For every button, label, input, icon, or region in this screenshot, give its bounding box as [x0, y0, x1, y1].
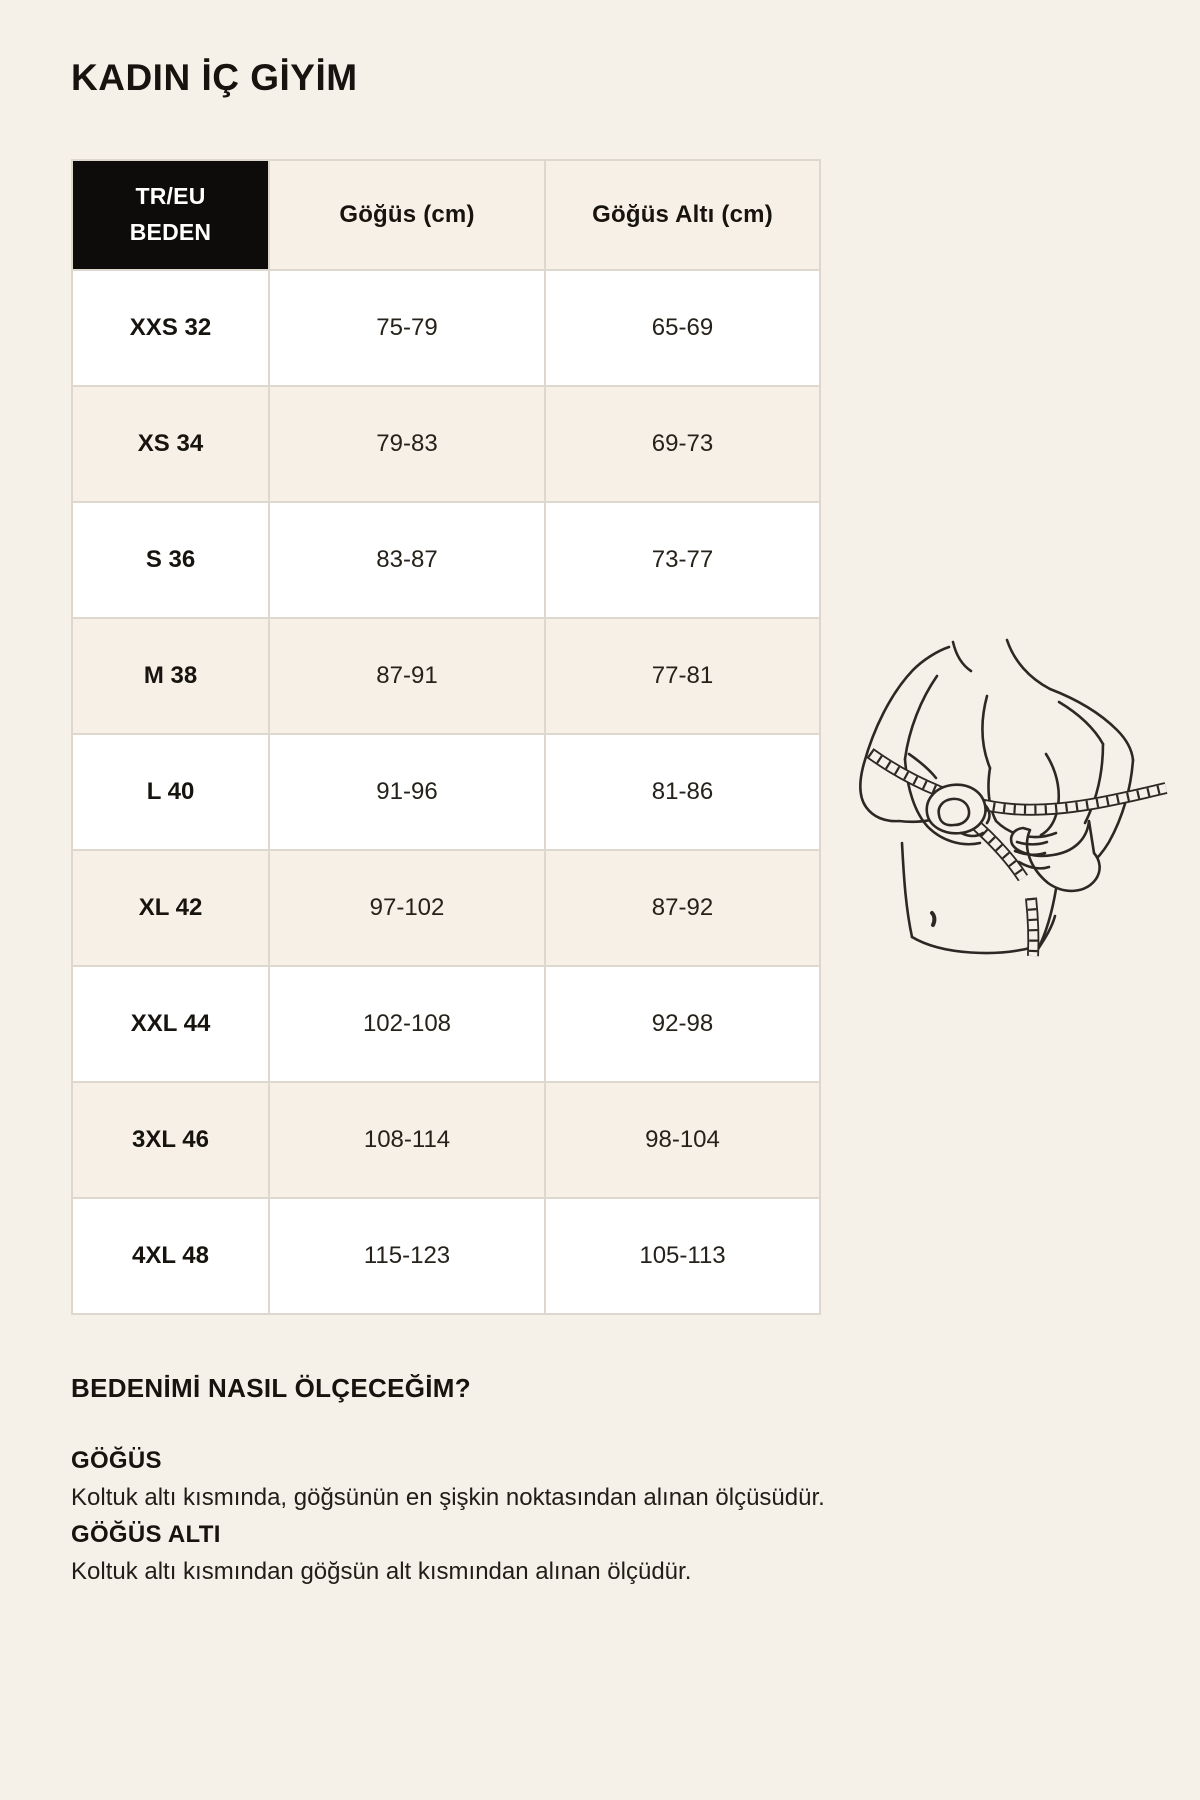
underbust-value: 69-73 [544, 384, 821, 503]
size-label: XXS 32 [71, 268, 270, 387]
underbust-value: 87-92 [544, 848, 821, 967]
chest-value: 115-123 [268, 1196, 546, 1315]
header-size-line2: BEDEN [129, 218, 212, 245]
guide-text-underbust: Koltuk altı kısmından göğsün alt kısmınd… [71, 1557, 692, 1585]
table-row: XL 42 97-102 87-92 [71, 848, 821, 967]
underbust-value: 81-86 [544, 732, 821, 851]
table-row: L 40 91-96 81-86 [71, 732, 821, 851]
size-label: 3XL 46 [71, 1080, 270, 1199]
chest-value: 75-79 [268, 268, 546, 387]
size-chart-table: TR/EU BEDEN Göğüs (cm) Göğüs Altı (cm) X… [71, 158, 821, 1315]
chest-value: 97-102 [268, 848, 546, 967]
table-row: S 36 83-87 73-77 [71, 500, 821, 619]
header-underbust: Göğüs Altı (cm) [544, 158, 821, 271]
underbust-value: 77-81 [544, 616, 821, 735]
underbust-value: 105-113 [544, 1196, 821, 1315]
table-row: XS 34 79-83 69-73 [71, 384, 821, 503]
guide-heading: BEDENİMİ NASIL ÖLÇECEĞİM? [71, 1372, 471, 1403]
size-label: 4XL 48 [71, 1196, 270, 1315]
chest-value: 108-114 [268, 1080, 546, 1199]
size-label: L 40 [71, 732, 270, 851]
table-row: XXL 44 102-108 92-98 [71, 964, 821, 1083]
size-label: XXL 44 [71, 964, 270, 1083]
guide-text-chest: Koltuk altı kısmında, göğsünün en şişkin… [71, 1483, 825, 1511]
table-row: XXS 32 75-79 65-69 [71, 268, 821, 387]
chest-value: 83-87 [268, 500, 546, 619]
table-row: 4XL 48 115-123 105-113 [71, 1196, 821, 1315]
bust-measurement-illustration [850, 636, 1174, 980]
header-size-line1: TR/EU [135, 183, 206, 210]
underbust-value: 92-98 [544, 964, 821, 1083]
size-label: XS 34 [71, 384, 270, 503]
size-label: XL 42 [71, 848, 270, 967]
header-chest: Göğüs (cm) [268, 158, 546, 271]
chest-value: 102-108 [268, 964, 546, 1083]
table-row: 3XL 46 108-114 98-104 [71, 1080, 821, 1199]
underbust-value: 65-69 [544, 268, 821, 387]
guide-body: GÖĞÜS Koltuk altı kısmında, göğsünün en … [71, 1442, 991, 1590]
size-label: S 36 [71, 500, 270, 619]
header-size: TR/EU BEDEN [71, 158, 270, 271]
chest-value: 79-83 [268, 384, 546, 503]
guide-label-underbust: GÖĞÜS ALTI [71, 1520, 221, 1548]
table-header-row: TR/EU BEDEN Göğüs (cm) Göğüs Altı (cm) [71, 158, 821, 271]
table-row: M 38 87-91 77-81 [71, 616, 821, 735]
underbust-value: 98-104 [544, 1080, 821, 1199]
chest-value: 91-96 [268, 732, 546, 851]
chest-value: 87-91 [268, 616, 546, 735]
underbust-value: 73-77 [544, 500, 821, 619]
size-label: M 38 [71, 616, 270, 735]
content-column: KADIN İÇ GİYİM TR/EU BEDEN Göğüs (cm) Gö… [71, 57, 991, 1590]
guide-label-chest: GÖĞÜS [71, 1446, 162, 1474]
page-title: KADIN İÇ GİYİM [71, 57, 358, 98]
measurement-guide: BEDENİMİ NASIL ÖLÇECEĞİM? GÖĞÜS Koltuk a… [71, 1373, 991, 1590]
